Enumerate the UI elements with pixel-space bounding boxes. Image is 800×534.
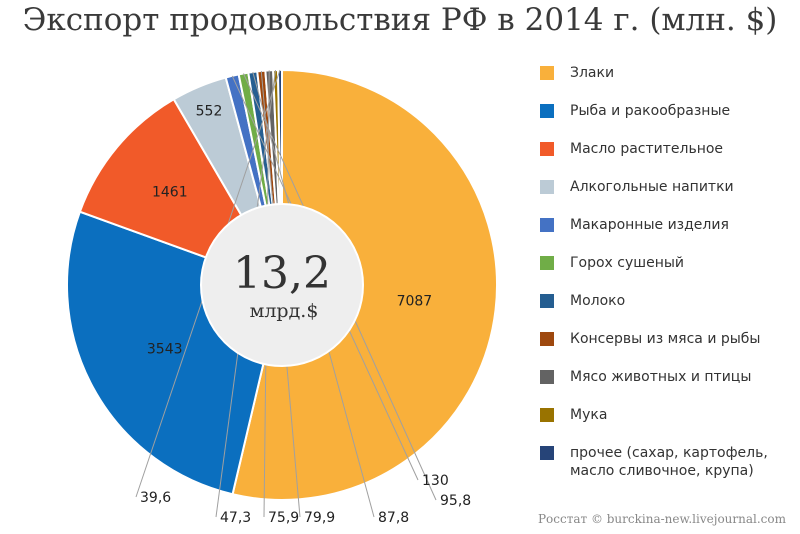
legend-item: Горох сушеный [540,254,775,272]
legend-swatch [540,332,554,346]
donut-hole [200,203,364,367]
legend-label: прочее (сахар, картофель, масло сливочно… [570,445,768,479]
legend-label: Мясо животных и птицы [570,369,752,385]
legend-label: Горох сушеный [570,255,685,271]
legend-item: прочее (сахар, картофель, масло сливочно… [540,444,775,480]
legend-swatch [540,446,554,460]
slice-data-label: 1461 [152,184,188,200]
legend-item: Рыба и ракообразные [540,102,775,120]
slice-data-label: 75,9 [268,510,299,526]
legend-item: Алкогольные напитки [540,178,775,196]
slice-data-label: 130 [422,473,449,489]
legend-label: Макаронные изделия [570,217,729,233]
slice-data-label: 7087 [397,293,433,309]
legend-label: Молоко [570,293,626,309]
legend-item: Масло растительное [540,140,775,158]
legend-swatch [540,256,554,270]
legend-label: Мука [570,407,608,423]
legend-item: Молоко [540,292,775,310]
legend-label: Масло растительное [570,141,724,157]
source-credit: Росстат © burckina-new.livejournal.com [537,512,786,526]
legend-label: Алкогольные напитки [570,179,734,195]
pie-slice [231,68,499,501]
slice-data-label: 552 [196,104,223,120]
legend-item: Мясо животных и птицы [540,368,775,386]
legend-item: Злаки [540,64,775,82]
legend-swatch [540,66,554,80]
slice-data-label: 95,8 [440,493,471,509]
legend-item: Макаронные изделия [540,216,775,234]
slice-data-label: 39,6 [140,490,171,506]
legend-swatch [540,180,554,194]
legend-swatch [540,104,554,118]
legend-swatch [540,408,554,422]
slice-data-label: 87,8 [378,510,409,526]
legend-label: Консервы из мяса и рыбы [570,331,761,347]
legend-swatch [540,370,554,384]
legend-swatch [540,218,554,232]
center-total-unit: млрд.$ [250,300,319,322]
legend-label: Рыба и ракообразные [570,103,731,119]
chart-title: Экспорт продовольствия РФ в 2014 г. (млн… [22,2,778,38]
legend-item: Консервы из мяса и рыбы [540,330,775,348]
legend-swatch [540,142,554,156]
legend-swatch [540,294,554,308]
legend-item: Мука [540,406,775,424]
slice-data-label: 3543 [147,341,183,357]
slice-data-label: 79,9 [304,510,335,526]
slice-data-label: 47,3 [220,510,251,526]
center-total-value: 13,2 [233,248,331,299]
legend-label: Злаки [570,65,615,81]
